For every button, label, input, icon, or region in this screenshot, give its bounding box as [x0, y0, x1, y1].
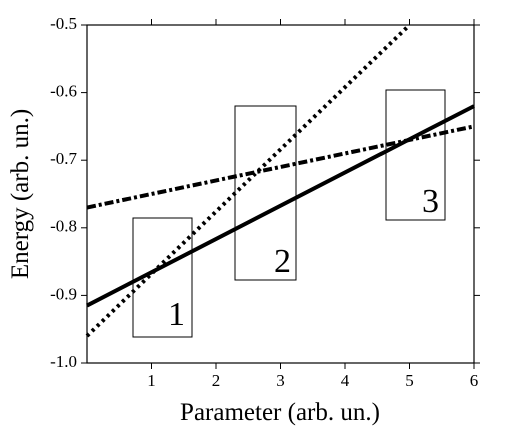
y-tick-label: -0.9	[50, 284, 77, 303]
line-series	[86, 124, 475, 210]
x-axis-title: Parameter (arb. un.)	[180, 399, 380, 426]
x-tick-label: 1	[147, 371, 156, 390]
y-axis-title: Energy (arb. un.)	[7, 109, 34, 279]
annotation-box	[385, 89, 446, 221]
y-tick-label: -1.0	[50, 352, 77, 371]
y-tick-label: -0.7	[50, 149, 77, 168]
y-tick-label: -0.8	[50, 217, 77, 236]
x-tick-label: 5	[405, 371, 414, 390]
x-tick-label: 4	[341, 371, 350, 390]
x-tick-label: 3	[276, 371, 285, 390]
y-tick-label: -0.6	[50, 82, 77, 101]
annotation-label: 2	[274, 243, 291, 280]
annotation-label: 1	[168, 296, 185, 333]
y-tick-label: -0.5	[50, 14, 77, 33]
annotation-label: 3	[422, 183, 439, 220]
line-series	[85, 23, 411, 338]
annotation-box	[132, 217, 193, 338]
x-tick-label: 2	[212, 371, 221, 390]
x-tick-label: 6	[470, 371, 479, 390]
